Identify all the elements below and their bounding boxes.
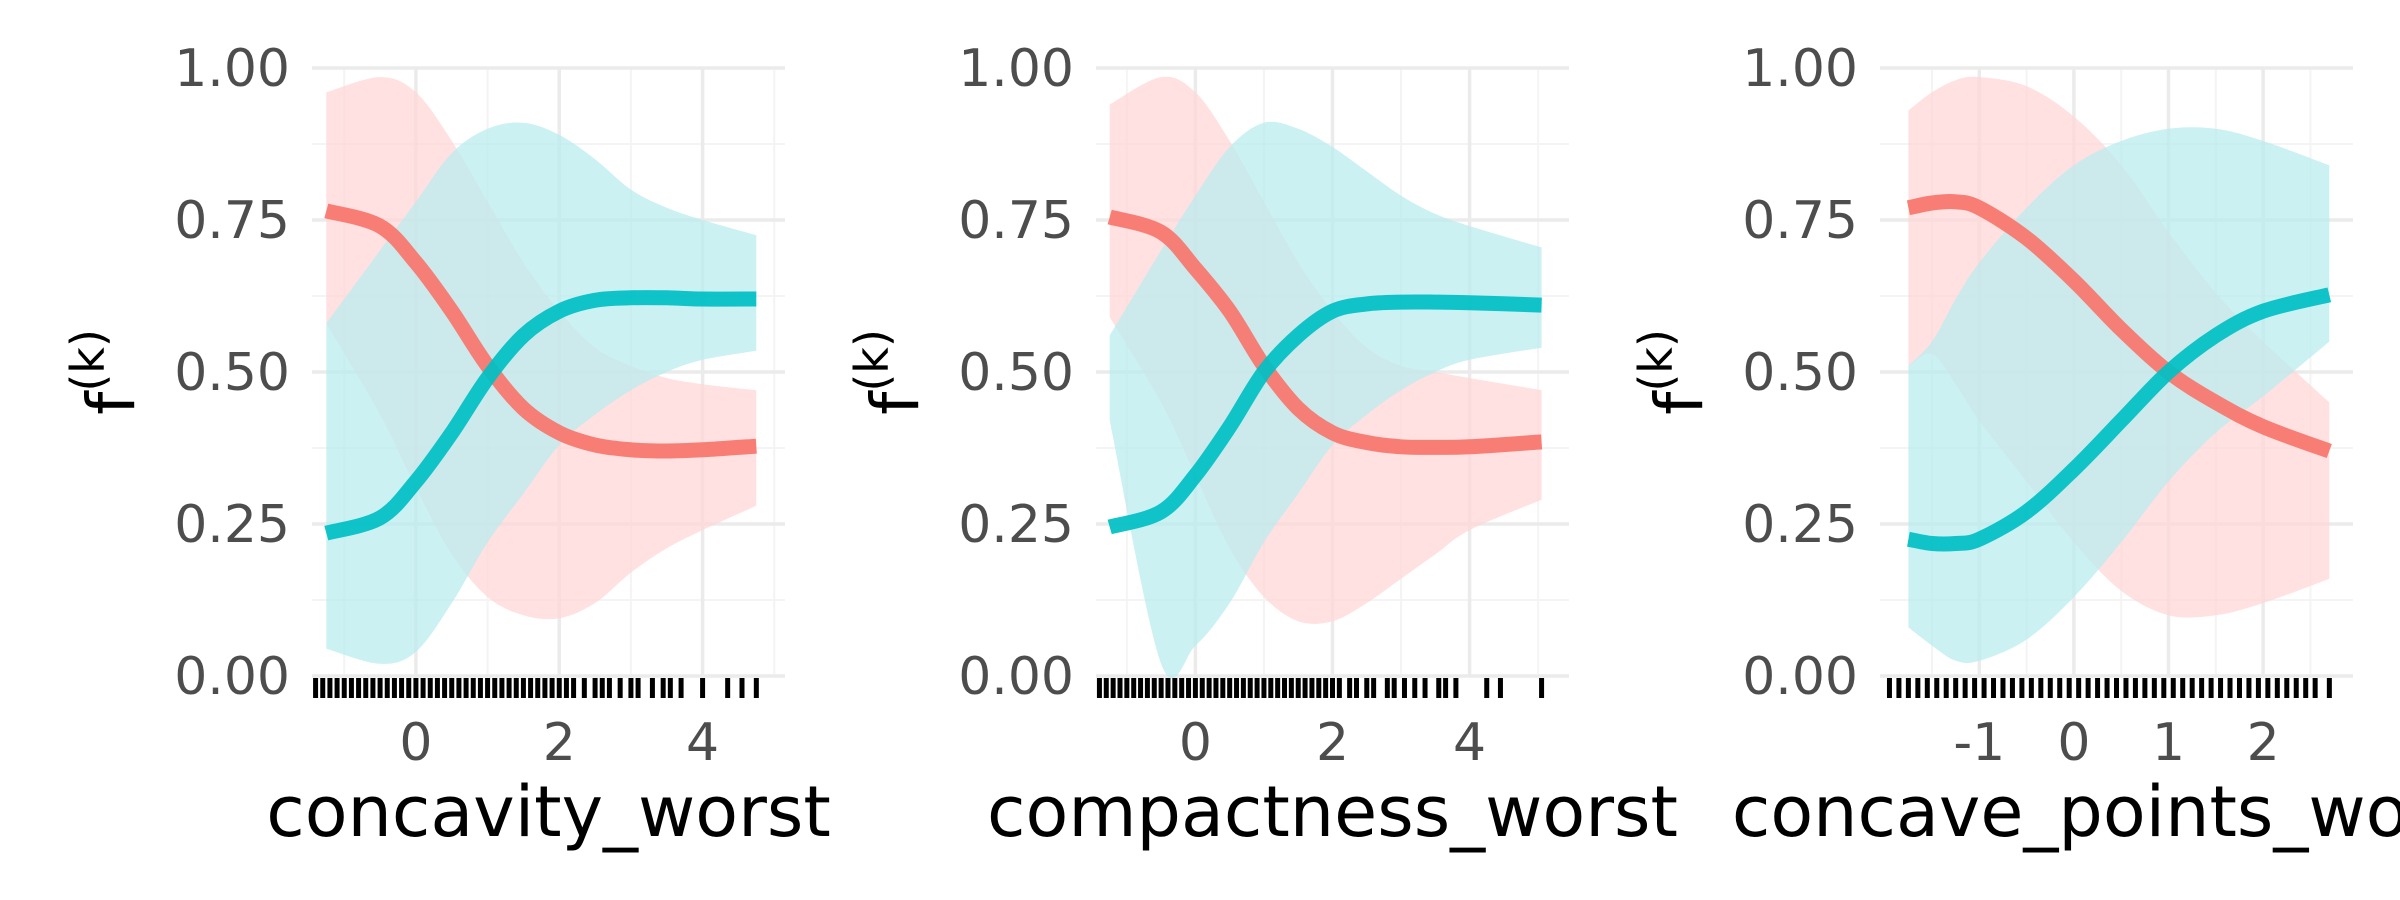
y-axis-title: f(k)	[61, 329, 150, 415]
y-tick-label: 1.00	[1742, 39, 1858, 99]
y-axis-title-base: f	[1641, 390, 1718, 415]
x-tick-label: 2	[2247, 713, 2280, 773]
x-tick-label: 0	[399, 713, 432, 773]
series-line-red	[1906, 193, 2332, 459]
y-axis-title-base: f	[73, 390, 150, 415]
y-tick-label: 0.75	[1742, 191, 1858, 251]
x-tick-label: 0	[1179, 713, 1212, 773]
y-tick-label: 0.00	[958, 647, 1074, 707]
y-axis-title: f(k)	[1629, 329, 1718, 415]
y-tick-label: 0.50	[958, 343, 1074, 403]
x-tick-label: 0	[2057, 713, 2090, 773]
x-tick-label: -1	[1953, 713, 2005, 773]
chart-panel-3: 0.00 0.25 0.50 0.75 1.00 -1 0 1 2concave_points_…	[1629, 39, 2400, 853]
confidence-band-teal	[1109, 121, 1542, 679]
series-line-teal	[1107, 294, 1542, 535]
x-axis-title: concavity_worst	[266, 771, 831, 853]
x-tick-label: 1	[2152, 713, 2185, 773]
y-tick-label: 0.25	[174, 495, 290, 555]
y-tick-label: 0.75	[958, 191, 1074, 251]
y-axis-title-superscript: (k)	[1629, 329, 1683, 392]
x-tick-label: 2	[543, 713, 576, 773]
x-axis-title: concave_points_worst	[1732, 771, 2400, 853]
confidence-band-teal	[326, 122, 757, 664]
x-tick-label: 4	[1453, 713, 1486, 773]
x-axis-title: compactness_worst	[987, 771, 1678, 853]
series-line-red	[1107, 209, 1543, 455]
y-tick-label: 0.50	[1742, 343, 1858, 403]
y-axis-title-superscript: (k)	[845, 329, 899, 392]
y-tick-label: 1.00	[958, 39, 1074, 99]
y-tick-label: 0.00	[174, 647, 290, 707]
y-tick-label: 0.50	[174, 343, 290, 403]
y-axis-title-superscript: (k)	[61, 329, 115, 392]
y-axis-title: f(k)	[845, 329, 934, 415]
series-line-teal	[324, 290, 757, 541]
y-tick-label: 0.00	[1742, 647, 1858, 707]
series-line-teal	[1906, 287, 2332, 552]
x-tick-label: 4	[686, 713, 719, 773]
x-tick-label: 2	[1316, 713, 1349, 773]
y-tick-label: 0.75	[174, 191, 290, 251]
chart-panel-2: 0.00 0.25 0.50 0.75 1.00 0 2 4compactness_worst…	[845, 39, 1678, 853]
series-line-red	[324, 203, 757, 459]
y-tick-label: 1.00	[174, 39, 290, 99]
y-axis-title-base: f	[857, 390, 934, 415]
y-tick-label: 0.25	[1742, 495, 1858, 555]
y-tick-label: 0.25	[958, 495, 1074, 555]
